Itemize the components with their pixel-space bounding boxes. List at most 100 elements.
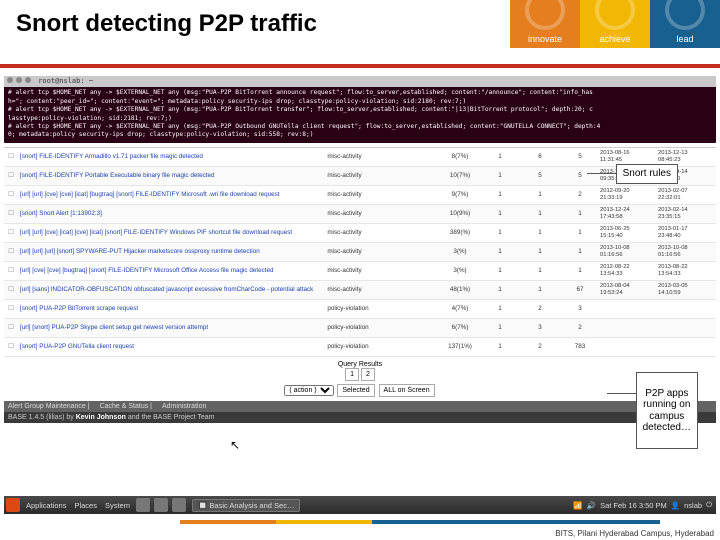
classification: misc-activity (327, 248, 440, 255)
first-date: 2013-12-2417:43:58 (600, 207, 658, 220)
first-date: 2013-06-2515:15:40 (600, 226, 658, 239)
last-date: 2013-02-0722:32:01 (658, 188, 716, 201)
count-col: 3(%) (440, 267, 480, 274)
classification: misc-activity (327, 172, 440, 179)
signature-link[interactable]: [url] [cve] [cve] [bugtraq] [snort] FILE… (18, 267, 327, 274)
last-date: 2013-10-0801:16:56 (658, 245, 716, 258)
count-col: 1 (480, 286, 520, 293)
count-col: 2 (560, 191, 600, 198)
network-icon[interactable]: 📶 (573, 501, 582, 510)
count-col: 1 (520, 210, 560, 217)
signature-link[interactable]: [url] [url] [cve] [cve] [icat] [bugtraq]… (18, 191, 327, 198)
system-tray: 📶 🔊 Sat Feb 16 3:50 PM 👤 nslab ⏻ (573, 500, 716, 510)
volume-icon[interactable]: 🔊 (587, 501, 596, 510)
classification: misc-activity (327, 286, 440, 293)
count-col: 1 (560, 267, 600, 274)
terminal-line: # alert tcp $HOME_NET any -> $EXTERNAL_N… (8, 89, 712, 97)
first-date: 2013-08-1611:31:45 (600, 150, 658, 163)
pager-pages: 12 (230, 368, 490, 381)
count-col: 8(7%) (440, 153, 480, 160)
classification: misc-activity (327, 210, 440, 217)
base-credit: BASE 1.4.5 (lilias) by Kevin Johnson and… (4, 412, 716, 423)
last-date: 2013-01-1723:48:40 (658, 226, 716, 239)
row-checkbox[interactable]: ☐ (4, 229, 18, 236)
count-col: 9(7%) (440, 191, 480, 198)
table-row: ☐[snort] FILE-IDENTIFY Portable Executab… (4, 167, 716, 186)
count-col: 1 (560, 210, 600, 217)
first-date: 2013-10-0801:16:56 (600, 245, 658, 258)
count-col: 1 (480, 172, 520, 179)
row-checkbox[interactable]: ☐ (4, 191, 18, 198)
last-date: 2013-02-1423:35:15 (658, 207, 716, 220)
user-icon[interactable]: 👤 (671, 501, 680, 510)
user-label: nslab (684, 501, 702, 510)
row-checkbox[interactable]: ☐ (4, 210, 18, 217)
count-col: 1 (560, 229, 600, 236)
signature-link[interactable]: [snort] PUA-P2P GNUTella client request (18, 343, 327, 350)
classification: misc-activity (327, 191, 440, 198)
row-checkbox[interactable]: ☐ (4, 324, 18, 331)
table-row: ☐[url] [url] [url] [snort] SPYWARE-PUT H… (4, 243, 716, 262)
classification: misc-activity (327, 229, 440, 236)
row-checkbox[interactable]: ☐ (4, 172, 18, 179)
basebar-link[interactable]: Cache & Status | (100, 403, 152, 410)
count-col: 67 (560, 286, 600, 293)
signature-link[interactable]: [snort] PUA-P2P BitTorrent scrape reques… (18, 305, 327, 312)
signature-link[interactable]: [url] [sans] INDICATOR-OBFUSCATION obfus… (18, 286, 327, 293)
row-checkbox[interactable]: ☐ (4, 153, 18, 160)
page-button[interactable]: 1 (345, 368, 359, 381)
terminal-line: # alert tcp $HOME_NET any -> $EXTERNAL_N… (8, 106, 712, 114)
clock[interactable]: Sat Feb 16 3:50 PM (600, 501, 667, 510)
count-col: 10(7%) (440, 172, 480, 179)
table-row: ☐[url] [snort] PUA-P2P Skype client setu… (4, 319, 716, 338)
desktop-taskbar: Applications Places System 🔲 Basic Analysis… (4, 496, 716, 514)
count-col: 48(1%) (440, 286, 480, 293)
count-col: 1 (480, 343, 520, 350)
row-checkbox[interactable]: ☐ (4, 286, 18, 293)
row-checkbox[interactable]: ☐ (4, 248, 18, 255)
menu-item[interactable]: Applications (26, 501, 66, 510)
signature-link[interactable]: [url] [url] [url] [snort] SPYWARE-PUT Hi… (18, 248, 327, 255)
count-col: 3 (520, 324, 560, 331)
count-col: 1 (480, 248, 520, 255)
signature-link[interactable]: [snort] FILE-IDENTIFY Portable Executabl… (18, 172, 327, 179)
all-on-screen-button[interactable]: ALL on Screen (379, 384, 435, 397)
terminal-line: 0; metadata:policy security-ips drop; cl… (8, 131, 712, 139)
window-button[interactable]: 🔲 Basic Analysis and Sec… (192, 499, 300, 512)
count-col: 10(9%) (440, 210, 480, 217)
classification: policy-violation (327, 324, 440, 331)
count-col: 6 (520, 153, 560, 160)
page-button[interactable]: 2 (361, 368, 375, 381)
row-checkbox[interactable]: ☐ (4, 267, 18, 274)
signature-link[interactable]: [snort] FILE-IDENTIFY Armadillo v1.71 pa… (18, 153, 327, 160)
launcher-icon[interactable] (136, 498, 150, 512)
selected-button[interactable]: Selected (337, 384, 374, 397)
alert-table: ☐[snort] FILE-IDENTIFY Armadillo v1.71 p… (4, 147, 716, 357)
launcher-icon[interactable] (154, 498, 168, 512)
menu-item[interactable]: Places (74, 501, 97, 510)
classification: policy-violation (327, 343, 440, 350)
row-checkbox[interactable]: ☐ (4, 343, 18, 350)
count-col: 4(7%) (440, 305, 480, 312)
callout-snort-rules: Snort rules (616, 164, 678, 184)
count-col: 3 (560, 305, 600, 312)
basebar-link[interactable]: Alert Group Maintenance | (8, 403, 90, 410)
signature-link[interactable]: [url] [snort] PUA-P2P Skype client setup… (18, 324, 327, 331)
action-select[interactable]: ( action ) (284, 385, 334, 396)
launcher-icon[interactable] (172, 498, 186, 512)
signature-link[interactable]: [snort] Snort Alert [1:13902:3] (18, 210, 327, 217)
credit-prefix: BASE 1.4.5 (lilias) by (8, 414, 76, 421)
classification: misc-activity (327, 153, 440, 160)
count-col: 1 (520, 191, 560, 198)
footer-rule (180, 520, 660, 524)
first-date: 2012-09-2021:33:19 (600, 188, 658, 201)
signature-link[interactable]: [url] [url] [cve] [icat] [cve] [icat] [s… (18, 229, 327, 236)
count-col: 1 (520, 229, 560, 236)
menu-item[interactable]: System (105, 501, 130, 510)
power-icon[interactable]: ⏻ (706, 500, 712, 510)
basebar-link[interactable]: Administration (162, 403, 206, 410)
row-checkbox[interactable]: ☐ (4, 305, 18, 312)
count-col: 1 (560, 248, 600, 255)
brand-logo: innovateachievelead (510, 0, 720, 48)
ubuntu-icon[interactable] (6, 498, 20, 512)
